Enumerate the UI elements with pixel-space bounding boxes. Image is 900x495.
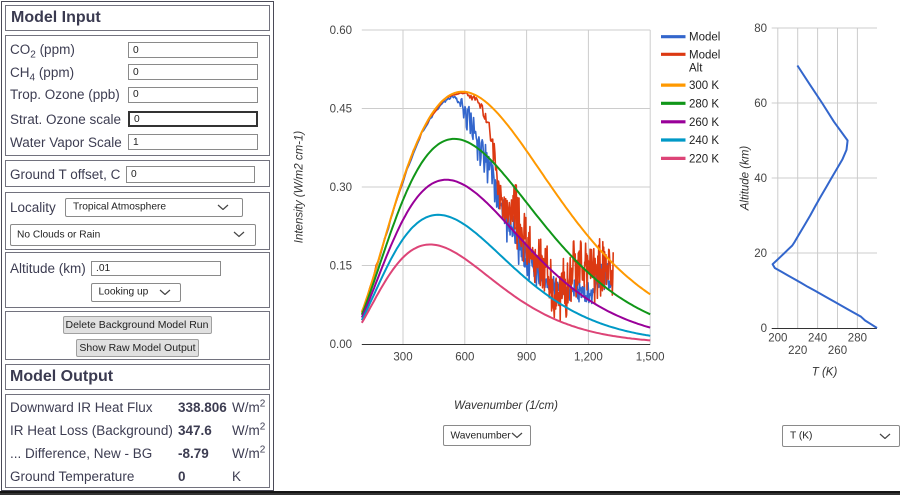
svg-text:Model: Model: [689, 32, 720, 44]
svg-text:0.00: 0.00: [330, 339, 352, 351]
svg-text:260: 260: [828, 345, 847, 357]
svg-text:Intensity (W/m2 cm-1): Intensity (W/m2 cm-1): [294, 131, 306, 244]
svg-text:240 K: 240 K: [689, 135, 719, 147]
svg-text:600: 600: [455, 351, 474, 363]
svg-text:260 K: 260 K: [689, 117, 719, 129]
svg-text:0.15: 0.15: [330, 261, 352, 273]
svg-text:900: 900: [517, 351, 536, 363]
svg-text:280: 280: [848, 333, 867, 345]
svg-text:1,200: 1,200: [574, 351, 603, 363]
svg-text:220 K: 220 K: [689, 153, 719, 165]
svg-text:0.30: 0.30: [330, 182, 352, 194]
svg-text:0: 0: [761, 323, 767, 335]
svg-text:Altitude (km): Altitude (km): [740, 146, 752, 212]
svg-text:Wavenumber (1/cm): Wavenumber (1/cm): [454, 400, 558, 412]
svg-text:300 K: 300 K: [689, 80, 719, 92]
svg-text:300: 300: [393, 351, 412, 363]
svg-text:40: 40: [754, 173, 767, 185]
svg-text:220: 220: [788, 345, 807, 357]
svg-text:240: 240: [808, 333, 827, 345]
svg-text:T (K): T (K): [812, 367, 838, 379]
svg-text:60: 60: [754, 98, 767, 110]
svg-text:280 K: 280 K: [689, 98, 719, 110]
svg-text:1,500: 1,500: [636, 351, 665, 363]
svg-text:0.60: 0.60: [330, 25, 352, 37]
svg-text:20: 20: [754, 248, 767, 260]
svg-text:80: 80: [754, 23, 767, 35]
svg-text:200: 200: [768, 333, 787, 345]
svg-text:Model: Model: [689, 49, 720, 61]
svg-text:Alt: Alt: [689, 63, 703, 75]
svg-text:0.45: 0.45: [330, 104, 352, 116]
